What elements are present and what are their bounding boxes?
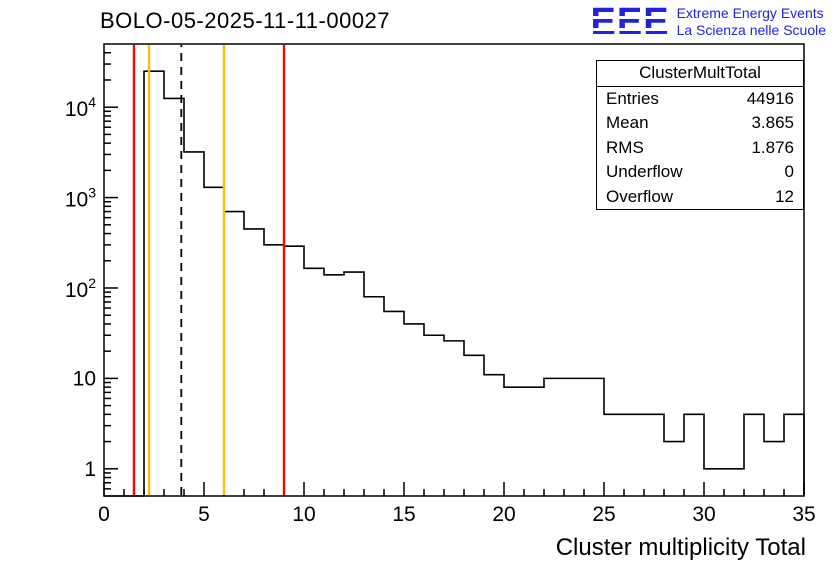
x-tick-label: 0: [98, 503, 110, 526]
y-tick-label: 10: [73, 367, 96, 390]
x-tick-label: 35: [792, 503, 815, 526]
x-tick-label: 25: [592, 503, 615, 526]
eee-logo-line1: Extreme Energy Events: [676, 4, 824, 21]
page-title: BOLO-05-2025-11-11-00027: [100, 8, 391, 33]
stats-box-title: ClusterMultTotal: [597, 61, 803, 87]
y-tick-label: 104: [65, 94, 96, 121]
eee-logo-stripe: [590, 28, 670, 31]
stats-row-underflow: Underflow 0: [597, 160, 803, 184]
x-tick-label: 20: [492, 503, 515, 526]
stats-value: 0: [784, 162, 794, 182]
stats-row-overflow: Overflow 12: [597, 185, 803, 209]
eee-logo-letters: EEE: [590, 1, 670, 43]
x-tick-label: 10: [292, 503, 315, 526]
x-tick-label: 15: [392, 503, 415, 526]
x-axis-labels: 0 5 10 15 20 25 30 35: [98, 503, 816, 526]
stats-label: Underflow: [606, 162, 683, 182]
eee-logo-line2: La Scienza nelle Scuole: [676, 22, 826, 39]
stats-value: 3.865: [751, 113, 794, 133]
x-tick-label: 5: [198, 503, 210, 526]
x-axis-title: Cluster multiplicity Total: [555, 534, 806, 561]
x-axis: [103, 482, 805, 496]
stats-label: Overflow: [606, 186, 674, 206]
stats-row-rms: RMS 1.876: [597, 136, 803, 160]
y-tick-label: 1: [84, 458, 96, 481]
y-axis-labels: 1 10 102 103 104: [65, 94, 96, 481]
eee-logo-stripe: [590, 16, 670, 19]
eee-logo-text: Extreme Energy Events La Scienza nelle S…: [677, 5, 826, 40]
stats-row-entries: Entries 44916: [597, 87, 803, 111]
stats-value: 44916: [746, 89, 794, 108]
eee-logo-acronym: EEE: [590, 1, 670, 43]
stats-value: 1.876: [751, 137, 794, 157]
y-tick-label: 103: [65, 185, 96, 212]
y-axis: [104, 52, 118, 490]
x-tick-label: 30: [692, 503, 715, 526]
stats-box: ClusterMultTotal Entries 44916 Mean 3.86…: [596, 60, 804, 211]
y-tick-label: 102: [65, 275, 96, 302]
eee-logo: EEE Extreme Energy Events La Scienza nel…: [590, 1, 826, 43]
stats-label: RMS: [606, 137, 644, 157]
stats-label: Entries: [606, 89, 659, 108]
stats-value: 12: [775, 186, 794, 206]
stats-label: Mean: [606, 113, 649, 133]
plot-frame: [103, 43, 805, 497]
stats-row-mean: Mean 3.865: [597, 111, 803, 135]
